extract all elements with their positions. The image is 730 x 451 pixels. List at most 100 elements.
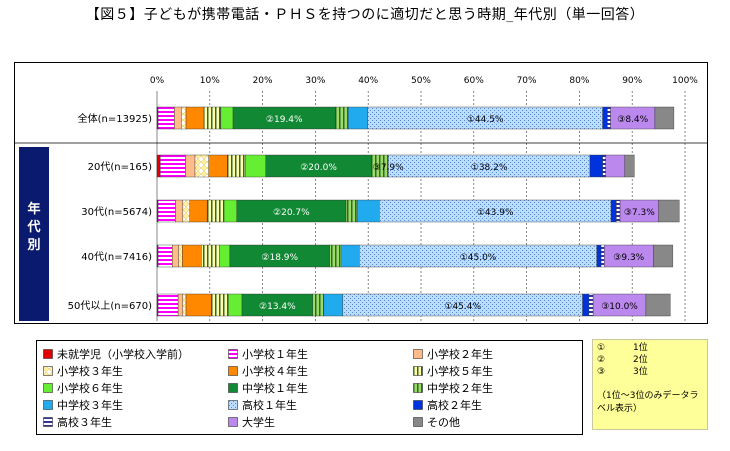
bar-segment xyxy=(347,106,368,130)
x-tick-label: 10% xyxy=(200,76,220,86)
legend-item: 中学校３年生 xyxy=(43,397,123,413)
x-tick-label: 90% xyxy=(622,76,642,86)
bar-row: ②20.0% ③7.9% ①38.2% xyxy=(156,154,635,178)
bar-segment xyxy=(206,199,225,223)
chart-frame: 0% 10% 20% 30% 40% 50% 60% 70% 80% 90% 100% ②19.4%… xyxy=(14,62,708,324)
legend-item: 高校３年生 xyxy=(43,414,112,430)
legend-item: 小学校５年生 xyxy=(413,363,493,379)
bar-segment xyxy=(588,293,594,317)
data-label: ①38.2% xyxy=(471,163,508,173)
bar-segment xyxy=(602,106,608,130)
chart-title: 【図５】子どもが携帯電話・ＰＨＳを持つのに適切だと思う時期_年代別（単一回答） xyxy=(85,7,645,23)
bar-segment xyxy=(624,154,635,178)
rank-text: 3位 xyxy=(633,367,648,377)
legend-swatch xyxy=(228,383,238,393)
legend-label: 小学校２年生 xyxy=(427,348,493,361)
legend-label: 小学校６年生 xyxy=(57,382,123,395)
x-tick-label: 100% xyxy=(672,76,698,86)
bar-row: ②18.9% ①45.0% ③9.3% xyxy=(156,244,674,268)
legend-swatch xyxy=(413,349,423,359)
x-tick-label: 40% xyxy=(358,76,378,86)
legend-item: 小学校２年生 xyxy=(413,346,493,362)
legend-label: 未就学児（小学校入学前） xyxy=(57,348,189,361)
legend-label: 中学校３年生 xyxy=(57,399,123,412)
bar-segment xyxy=(605,154,626,178)
x-tick-label: 70% xyxy=(517,76,537,86)
bar-segment xyxy=(228,293,243,317)
rank-note-row: ② 2位 xyxy=(597,354,703,366)
stacked-bar-chart: 0% 10% 20% 30% 40% 50% 60% 70% 80% 90% 100% ②19.4%… xyxy=(15,76,707,321)
rank-note-row: ③ 3位 xyxy=(597,366,703,378)
bar-segment xyxy=(329,244,343,268)
bar-segment xyxy=(182,244,202,268)
data-label: ①45.4% xyxy=(444,302,481,312)
legend-item: その他 xyxy=(413,414,460,430)
group-side-label: 年代別 xyxy=(19,147,49,321)
group-label-char: 代 xyxy=(26,219,40,235)
bar-segment xyxy=(312,293,325,317)
bar-segment xyxy=(194,154,209,178)
bar-segment xyxy=(616,199,621,223)
legend-label: その他 xyxy=(427,416,460,429)
bar-segment xyxy=(341,244,360,268)
x-tick-label: 60% xyxy=(464,76,484,86)
legend-item: 小学校１年生 xyxy=(228,346,308,362)
legend-swatch xyxy=(43,400,53,410)
bar-segment xyxy=(345,199,358,223)
legend-item: 高校１年生 xyxy=(228,397,297,413)
x-tick-label: 50% xyxy=(411,76,431,86)
bar-segment xyxy=(159,154,186,178)
rank-mark: ② xyxy=(597,355,606,365)
legend-swatch xyxy=(228,417,238,427)
rank-note-box: ① 1位 ② 2位 ③ 3位 （1位〜3位のみデータラベル表示） xyxy=(592,339,708,430)
legend-swatch xyxy=(413,383,423,393)
legend-item: 高校２年生 xyxy=(413,397,482,413)
bar-segment xyxy=(201,244,220,268)
bar-segment xyxy=(157,293,179,317)
legend-label: 中学校１年生 xyxy=(242,382,308,395)
bar-segment xyxy=(182,199,190,223)
legend-label: 小学校４年生 xyxy=(242,365,308,378)
legend-label: 小学校１年生 xyxy=(242,348,308,361)
rank-mark: ③ xyxy=(597,367,606,377)
bar-row: ②20.7% ①43.9% ③7.3% xyxy=(156,199,680,223)
data-label: ①44.5% xyxy=(467,115,504,125)
legend-swatch xyxy=(413,400,423,410)
legend-swatch xyxy=(228,366,238,376)
bar-segment xyxy=(185,154,196,178)
x-tick-label: 20% xyxy=(253,76,273,86)
legend-label: 高校１年生 xyxy=(242,399,297,412)
bar-segment xyxy=(658,199,680,223)
data-label: ③10.0% xyxy=(601,302,638,312)
category-label: 40代(n=7416) xyxy=(81,251,152,263)
rank-mark: ① xyxy=(597,343,606,353)
bar-segment xyxy=(182,293,187,317)
legend-item: 小学校６年生 xyxy=(43,380,123,396)
data-label: ①45.0% xyxy=(460,253,497,263)
bar-segment xyxy=(211,293,229,317)
category-label: 20代(n=165) xyxy=(88,161,152,173)
bar-segment xyxy=(645,293,671,317)
legend-item: 中学校２年生 xyxy=(413,380,493,396)
data-label: ③8.4% xyxy=(617,115,648,125)
legend-swatch xyxy=(228,400,238,410)
bar-row: ②13.4% ①45.4% ③10.0% xyxy=(156,293,671,317)
legend-label: 小学校３年生 xyxy=(57,365,123,378)
rank-note-row: ① 1位 xyxy=(597,342,703,354)
bar-segment xyxy=(600,244,605,268)
legend-item: 未就学児（小学校入学前） xyxy=(43,346,189,362)
legend-swatch xyxy=(413,417,423,427)
legend-label: 中学校２年生 xyxy=(427,382,493,395)
bar-segment xyxy=(174,106,182,130)
data-label: ②13.4% xyxy=(259,302,296,312)
bar-segment xyxy=(596,244,602,268)
bar-segment xyxy=(654,106,675,130)
group-label-box xyxy=(19,147,49,321)
rank-text: 1位 xyxy=(633,343,648,353)
data-label: ③7.3% xyxy=(624,208,655,218)
x-tick-label: 0% xyxy=(150,76,165,86)
category-label: 全体(n=13925) xyxy=(78,112,152,125)
data-label: ③9.3% xyxy=(613,253,644,263)
bar-segment xyxy=(157,244,173,268)
data-label: ①43.9% xyxy=(477,208,514,218)
